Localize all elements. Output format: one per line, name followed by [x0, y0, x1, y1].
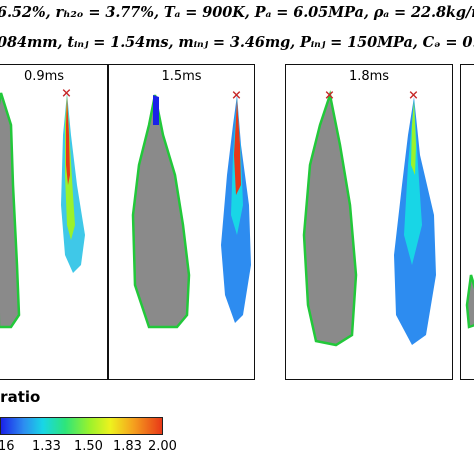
nozzle-marker: × — [231, 88, 242, 103]
phi-contour-core — [66, 97, 70, 185]
colorbar-tick: 16 — [0, 439, 15, 454]
spray-image-strip: 0.9ms × × 1.5ms × 1.8ms — [0, 64, 474, 380]
phi-contour-mid — [404, 99, 422, 265]
panel-time-label: 1.5ms — [161, 69, 202, 84]
spray-images — [465, 274, 474, 329]
shadowgraph-spray — [302, 90, 358, 347]
spray-images: × — [131, 88, 251, 329]
panel-time-label: 0.9ms — [23, 69, 65, 84]
panel-0-9ms: 0.9ms × × — [0, 64, 108, 380]
phi-contour-outer — [61, 93, 85, 273]
shadowgraph-spray — [131, 94, 191, 329]
panel-1-5ms: 1.5ms × — [108, 64, 255, 380]
phi-contour-core — [411, 101, 416, 175]
colorbar-tick: 1.33 — [32, 439, 61, 454]
nozzle-marker: × — [61, 86, 72, 101]
nozzle-marker: × — [324, 88, 335, 103]
conditions-line-1: 6.52%, rₕ₂ₒ = 3.77%, Tₐ = 900K, Pₐ = 6.0… — [0, 4, 474, 21]
conditions-line-2: 084mm, tᵢₙⱼ = 1.54ms, mᵢₙⱼ = 3.46mg, Pᵢₙ… — [0, 34, 474, 51]
spray-images: × × — [0, 86, 85, 329]
colorbar-tick: 2.00 — [148, 439, 177, 454]
colorbar-tick: 1.50 — [74, 439, 103, 454]
shadowgraph-spray — [465, 274, 474, 329]
colorbar-tick: 1.83 — [113, 439, 142, 454]
colorbar-title: eratio — [0, 388, 41, 406]
panel-partial — [460, 64, 474, 380]
shadowgraph-spray — [0, 92, 21, 329]
panel-time-label: 1.8ms — [348, 69, 390, 84]
panel-1-8ms: 1.8ms × × — [285, 64, 453, 380]
nozzle-marker: × — [408, 88, 419, 103]
phi-contour-core — [234, 99, 241, 195]
colorbar — [0, 417, 163, 435]
shadowgraph-nozzle-tip — [153, 95, 159, 125]
spray-images: × × — [302, 88, 436, 347]
